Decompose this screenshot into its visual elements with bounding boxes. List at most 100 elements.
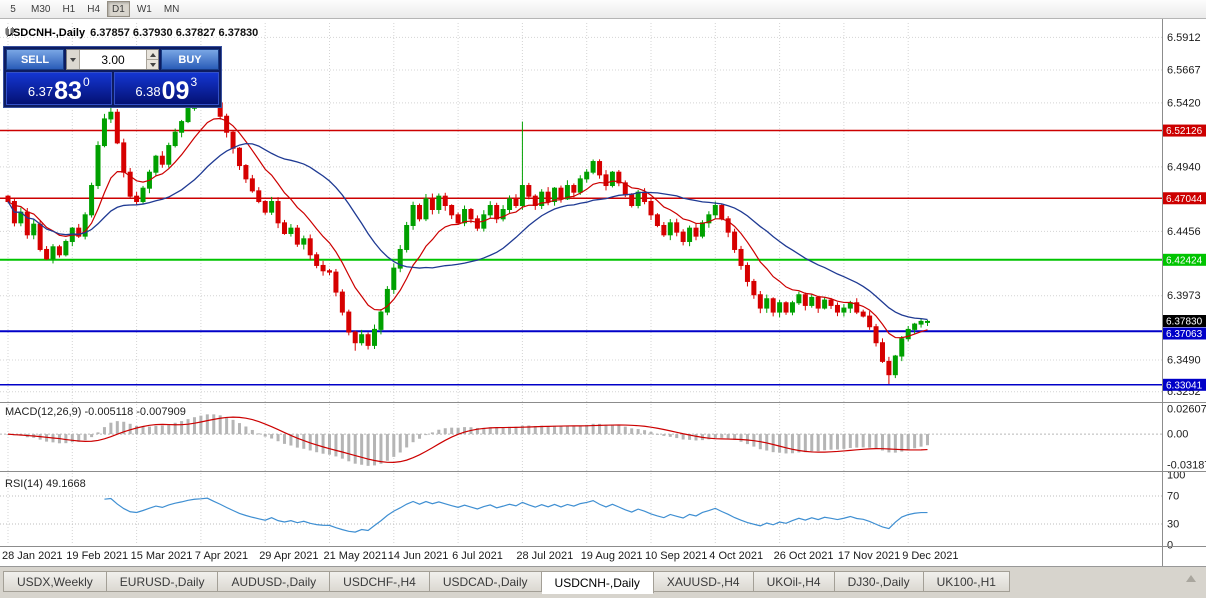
sell-price-display[interactable]: 6.37 83 0 <box>6 72 112 105</box>
timeframe-button-d1[interactable]: D1 <box>107 1 130 17</box>
volume-dropdown-button[interactable] <box>67 50 80 69</box>
date-axis-label: 29 Apr 2021 <box>259 550 318 562</box>
volume-decrease-button[interactable] <box>147 59 158 69</box>
buy-price-display[interactable]: 6.38 09 3 <box>113 72 219 105</box>
macd-histogram-bar <box>630 428 634 435</box>
candle-body <box>924 320 930 323</box>
tab-xauusd-h4[interactable]: XAUUSD-,H4 <box>653 571 754 592</box>
candle-body <box>307 238 313 256</box>
timeframe-button-mn[interactable]: MN <box>163 3 180 15</box>
candle-body <box>552 187 558 203</box>
macd-signal-line <box>7 416 928 463</box>
timeframe-button-5[interactable]: 5 <box>10 3 16 15</box>
tab-usdx-weekly[interactable]: USDX,Weekly <box>3 571 107 592</box>
candle-body <box>841 307 847 313</box>
macd-histogram-bar <box>141 426 145 435</box>
one-click-trading-panel: SELL 3.00 BUY 6.37 83 0 <box>3 46 222 108</box>
tab-audusd-daily[interactable]: AUDUSD-,Daily <box>218 571 331 592</box>
candle-body <box>159 155 165 165</box>
macd-histogram-bar <box>192 417 196 435</box>
candle-body <box>892 355 898 376</box>
macd-histogram-bar <box>816 434 820 452</box>
tab-uk100-h1[interactable]: UK100-,H1 <box>923 571 1010 592</box>
candle-body <box>526 185 532 197</box>
macd-histogram-bar <box>405 434 409 448</box>
candle-body <box>166 145 172 165</box>
level-price-badge[interactable] <box>1163 253 1206 266</box>
tab-eurusd-daily[interactable]: EURUSD-,Daily <box>106 571 219 592</box>
buy-price-point: 3 <box>190 75 198 89</box>
volume-increase-button[interactable] <box>147 50 158 59</box>
timeframe-toolbar: 5 M30 H1 H4 D1 W1 MN <box>0 0 1206 19</box>
volume-spinner <box>146 50 158 69</box>
candle-body <box>474 218 480 229</box>
level-price-badge[interactable] <box>1163 192 1206 205</box>
sell-button[interactable]: SELL <box>6 49 64 70</box>
macd-histogram-bar <box>925 434 929 446</box>
candle-body <box>423 198 429 220</box>
candle-body <box>539 191 545 207</box>
tab-usdcad-daily[interactable]: USDCAD-,Daily <box>429 571 542 592</box>
macd-axis-label: 0.02607 <box>1167 403 1206 415</box>
candle-body <box>738 248 744 266</box>
macd-indicator-title: MACD(12,26,9) -0.005118 -0.007909 <box>5 406 186 418</box>
buy-button[interactable]: BUY <box>161 49 219 70</box>
macd-histogram-bar <box>340 434 344 459</box>
macd-values: -0.005118 -0.007909 <box>84 406 186 418</box>
candle-body <box>834 304 840 313</box>
macd-histogram-bar <box>488 427 492 435</box>
macd-histogram-bar <box>231 419 235 435</box>
macd-histogram-bar <box>463 427 467 435</box>
volume-field[interactable]: 3.00 <box>66 49 159 70</box>
price-axis-label: 6.3490 <box>1167 355 1201 367</box>
tab-usdcnh-daily[interactable]: USDCNH-,Daily <box>541 571 654 594</box>
macd-histogram-bar <box>893 434 897 453</box>
macd-histogram-bar <box>70 434 74 443</box>
macd-histogram-bar <box>180 421 184 435</box>
tab-scroll-up-button[interactable] <box>1186 575 1196 582</box>
macd-histogram-bar <box>218 415 222 435</box>
rsi-label: RSI(14) <box>5 478 43 490</box>
price-chart-canvas[interactable]: 0.026070.00-0.03187100703006.59126.56676… <box>0 19 1206 566</box>
chart-window[interactable]: 0.026070.00-0.03187100703006.59126.56676… <box>0 19 1206 566</box>
candle-body <box>63 240 69 256</box>
chart-symbol-title: USDCNH-,Daily 6.37857 6.37930 6.37827 6.… <box>5 27 258 39</box>
tab-ukoil-h4[interactable]: UKOil-,H4 <box>753 571 835 592</box>
macd-histogram-bar <box>173 422 177 435</box>
timeframe-button-m30[interactable]: M30 <box>31 3 51 15</box>
level-price-badge[interactable] <box>1163 327 1206 340</box>
timeframe-button-h4[interactable]: H4 <box>87 3 101 15</box>
current-price-badge[interactable] <box>1163 315 1206 328</box>
macd-histogram-bar <box>880 434 884 451</box>
candle-body <box>590 161 596 173</box>
timeframe-button-w1[interactable]: W1 <box>136 3 152 15</box>
candle-body <box>487 205 493 216</box>
macd-histogram-bar <box>263 434 267 437</box>
macd-histogram-bar <box>771 434 775 453</box>
candle-body <box>172 131 178 147</box>
candle-body <box>661 224 667 236</box>
timeframe-button-h1[interactable]: H1 <box>62 3 76 15</box>
tab-dj30-daily[interactable]: DJ30-,Daily <box>834 571 924 592</box>
candle-body <box>5 195 11 203</box>
sell-price-pips: 83 <box>54 76 82 105</box>
macd-histogram-bar <box>662 434 666 436</box>
candle-body <box>44 248 50 260</box>
candle-body <box>597 161 603 176</box>
macd-histogram-bar <box>784 434 788 454</box>
macd-histogram-bar <box>430 432 434 435</box>
level-price-badge[interactable] <box>1163 378 1206 391</box>
candle-body <box>642 191 648 203</box>
candle-body <box>712 205 718 216</box>
candle-body <box>899 338 905 357</box>
date-axis-label: 9 Dec 2021 <box>902 550 958 562</box>
candle-body <box>275 201 281 224</box>
macd-histogram-bar <box>572 426 576 435</box>
tab-usdchf-h4[interactable]: USDCHF-,H4 <box>330 571 430 592</box>
volume-value[interactable]: 3.00 <box>101 52 125 67</box>
date-axis-label: 26 Oct 2021 <box>774 550 834 562</box>
macd-histogram-bar <box>739 434 743 442</box>
level-price-badge[interactable] <box>1163 124 1206 137</box>
macd-histogram-bar <box>257 433 261 435</box>
